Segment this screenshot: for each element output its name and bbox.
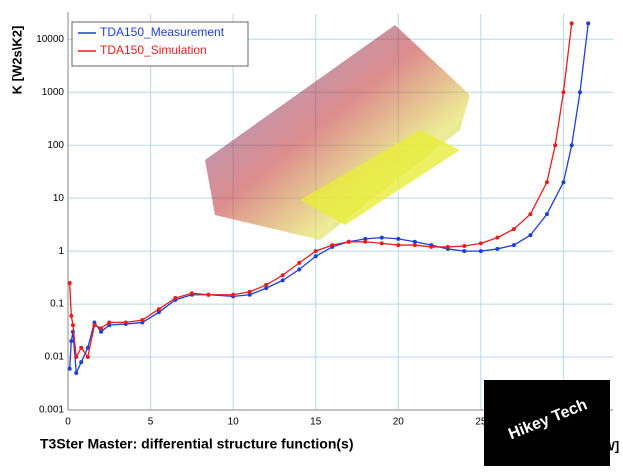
data-point <box>247 292 252 297</box>
data-point <box>577 90 582 95</box>
data-point <box>264 286 269 291</box>
chip-die <box>300 130 460 225</box>
data-point <box>569 143 574 148</box>
y-tick-label: 0.001 <box>39 405 64 416</box>
legend-box <box>71 21 249 67</box>
data-point <box>313 249 318 254</box>
data-point <box>280 273 285 278</box>
y-tick-label: 1 <box>58 246 64 257</box>
data-point <box>544 180 549 185</box>
y-axis-label: K [W2s\K2] <box>9 26 24 95</box>
data-point <box>478 249 483 254</box>
data-point <box>346 239 351 244</box>
legend-label: TDA150_Simulation <box>100 43 207 57</box>
data-point <box>173 296 178 301</box>
data-point <box>85 345 90 350</box>
data-point <box>396 243 401 248</box>
data-point <box>69 313 74 318</box>
data-point <box>478 241 483 246</box>
data-point <box>79 360 84 365</box>
data-point <box>85 355 90 360</box>
legend-label: TDA150_Measurement <box>100 25 225 39</box>
data-point <box>247 289 252 294</box>
chip-illustration <box>205 25 470 240</box>
data-point <box>363 236 368 241</box>
y-tick-label: 1000 <box>42 87 65 98</box>
data-point <box>429 244 434 249</box>
data-point <box>379 235 384 240</box>
data-point <box>396 236 401 241</box>
x-tick-label: 10 <box>228 417 240 428</box>
data-point <box>330 243 335 248</box>
x-tick-label: 0 <box>65 417 71 428</box>
data-point <box>67 366 72 371</box>
x-axis-label: T3Ster Master: differential structure fu… <box>40 436 354 452</box>
x-tick-label: 25 <box>475 417 487 428</box>
data-point <box>412 243 417 248</box>
data-point <box>569 21 574 26</box>
data-point <box>107 320 112 325</box>
y-tick-label: 100 <box>47 140 64 151</box>
data-point <box>67 281 72 286</box>
data-point <box>79 345 84 350</box>
y-tick-label: 10 <box>53 193 65 204</box>
data-point <box>156 307 161 312</box>
data-point <box>231 292 236 297</box>
data-point <box>140 318 145 323</box>
data-point <box>123 320 128 325</box>
data-point <box>92 323 97 328</box>
data-point <box>511 243 516 248</box>
watermark-box <box>484 380 610 466</box>
y-tick-label: 0.01 <box>45 352 65 363</box>
data-point <box>379 241 384 246</box>
y-tick-label: 10000 <box>36 34 64 45</box>
data-point <box>445 244 450 249</box>
data-point <box>74 355 79 360</box>
data-point <box>264 282 269 287</box>
data-point <box>495 235 500 240</box>
x-tick-label: 20 <box>393 417 405 428</box>
data-point <box>297 267 302 272</box>
x-tick-label: 15 <box>310 417 322 428</box>
data-point <box>553 143 558 148</box>
y-tick-label: 0.1 <box>50 299 64 310</box>
data-point <box>412 239 417 244</box>
data-point <box>528 212 533 217</box>
data-point <box>99 326 104 331</box>
data-point <box>462 243 467 248</box>
data-point <box>528 233 533 238</box>
data-point <box>156 310 161 315</box>
data-point <box>495 246 500 251</box>
data-point <box>544 212 549 217</box>
x-tick-label: 5 <box>148 417 154 428</box>
data-point <box>363 239 368 244</box>
data-point <box>280 278 285 283</box>
data-point <box>74 370 79 375</box>
data-point <box>189 291 194 296</box>
data-point <box>69 339 74 344</box>
data-point <box>99 329 104 334</box>
data-point <box>313 254 318 259</box>
data-point <box>70 323 75 328</box>
data-point <box>561 180 566 185</box>
data-point <box>586 21 591 26</box>
data-point <box>561 90 566 95</box>
data-point <box>297 260 302 265</box>
data-point <box>206 292 211 297</box>
data-point <box>511 227 516 232</box>
data-point <box>462 249 467 254</box>
